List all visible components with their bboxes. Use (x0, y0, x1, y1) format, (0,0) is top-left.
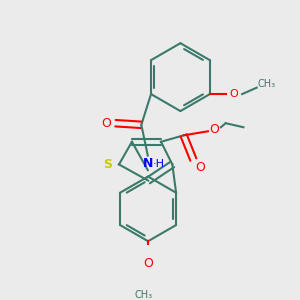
Text: O: O (102, 117, 112, 130)
Text: O: O (143, 257, 153, 270)
Text: O: O (209, 123, 219, 136)
Text: O: O (230, 89, 239, 99)
Text: CH₃: CH₃ (135, 290, 153, 300)
Text: N: N (142, 157, 153, 170)
Text: S: S (103, 158, 112, 171)
Text: ·H: ·H (153, 159, 165, 169)
Text: O: O (195, 161, 205, 174)
Text: CH₃: CH₃ (257, 80, 275, 89)
